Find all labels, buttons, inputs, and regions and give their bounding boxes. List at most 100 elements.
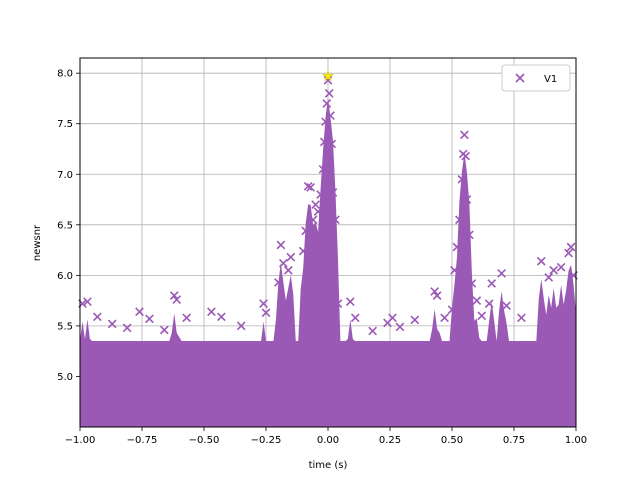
data-point: [236, 321, 246, 331]
data-point: [467, 279, 477, 288]
data-point: [259, 299, 268, 309]
x-axis-label: time (s): [309, 460, 348, 471]
y-axis-ticks: 5.0 5.5 6.0 6.5 7.0 7.5 8.0: [57, 69, 80, 383]
y-axis-label: newsnr: [32, 224, 43, 261]
x-tick-label: −1.00: [65, 435, 96, 446]
data-point: [450, 265, 459, 275]
data-point: [502, 301, 511, 311]
data-point: [298, 246, 308, 256]
legend-label-v1: V1: [544, 74, 557, 85]
x-tick-label: 0.25: [379, 435, 401, 446]
data-point: [457, 174, 467, 184]
data-point: [484, 299, 494, 309]
data-point: [172, 295, 182, 304]
x-tick-label: 0.75: [503, 435, 525, 446]
data-point: [517, 313, 526, 323]
data-point: [169, 291, 179, 300]
data-point: [462, 195, 472, 204]
data-point: [452, 242, 462, 252]
data-point: [472, 296, 482, 305]
data-point: [447, 305, 457, 315]
data-point: [327, 139, 337, 149]
data-point: [326, 111, 335, 120]
data-point: [261, 308, 271, 318]
y-tick-label: 5.5: [57, 321, 73, 332]
data-point: [331, 215, 340, 225]
data-point: [333, 299, 343, 309]
data-point: [432, 291, 442, 300]
y-tick-label: 7.5: [57, 119, 73, 130]
data-point: [207, 307, 216, 317]
data-point: [283, 265, 293, 275]
data-point: [328, 188, 338, 197]
data-point: [316, 190, 325, 199]
y-tick-label: 6.5: [57, 220, 73, 231]
data-point: [322, 99, 332, 108]
peak-highlight: [322, 69, 334, 82]
data-point: [92, 312, 102, 322]
data-point: [313, 207, 323, 217]
data-point: [388, 313, 397, 323]
x-tick-label: −0.50: [189, 435, 220, 446]
data-point: [122, 323, 132, 333]
x-tick-label: −0.25: [251, 435, 282, 446]
y-tick-label: 7.0: [57, 170, 73, 181]
data-point: [544, 273, 554, 282]
data-point: [556, 262, 566, 272]
x-tick-label: 0.50: [441, 435, 463, 446]
x-tick-label: 0.00: [317, 435, 339, 446]
data-point: [464, 230, 474, 240]
data-point: [83, 297, 92, 307]
data-point: [461, 151, 471, 161]
data-point: [368, 326, 378, 336]
data-point: [301, 226, 311, 236]
data-point: [564, 248, 573, 258]
data-point: [536, 256, 546, 266]
data-point: [159, 325, 169, 335]
data-point: [324, 89, 334, 98]
data-point: [549, 265, 559, 275]
data-point: [311, 200, 320, 209]
data-point: [395, 322, 405, 332]
x-axis-ticks: −1.00 −0.75 −0.50 −0.25 0.00 0.25 0.50 0.75 1.00: [65, 427, 587, 446]
data-point: [477, 311, 487, 321]
data-point: [308, 215, 318, 225]
data-point: [286, 252, 296, 262]
data-point: [216, 312, 226, 322]
data-point: [566, 242, 576, 252]
data-point: [455, 215, 464, 225]
data-point: [135, 307, 144, 317]
data-point: [350, 313, 360, 323]
data-point: [440, 313, 449, 323]
density-band: [80, 97, 576, 427]
data-point: [487, 279, 497, 288]
x-tick-label: −0.75: [127, 435, 158, 446]
data-point: [318, 164, 328, 174]
data-point: [430, 287, 440, 296]
y-tick-label: 6.0: [57, 271, 73, 282]
legend: V1: [501, 64, 571, 92]
dense-trigger-envelope: [80, 97, 576, 427]
data-point: [278, 258, 288, 268]
data-point: [460, 130, 469, 140]
data-points: [78, 75, 578, 336]
data-point: [410, 315, 420, 325]
data-point: [306, 183, 316, 192]
data-point: [107, 319, 117, 329]
y-tick-label: 5.0: [57, 372, 73, 383]
y-tick-label: 8.0: [57, 69, 73, 80]
peak-star-marker: [322, 69, 334, 82]
data-point: [319, 137, 329, 147]
data-point: [303, 182, 313, 191]
data-point: [145, 314, 154, 324]
x-tick-label: 1.00: [565, 435, 587, 446]
legend-box: [501, 64, 571, 92]
data-point: [274, 278, 283, 287]
legend-marker-x-icon: [515, 73, 525, 83]
data-point: [182, 313, 192, 323]
legend-x-marker: [515, 73, 525, 83]
data-point: [345, 297, 355, 307]
data-point: [497, 268, 506, 278]
data-point: [276, 240, 286, 250]
